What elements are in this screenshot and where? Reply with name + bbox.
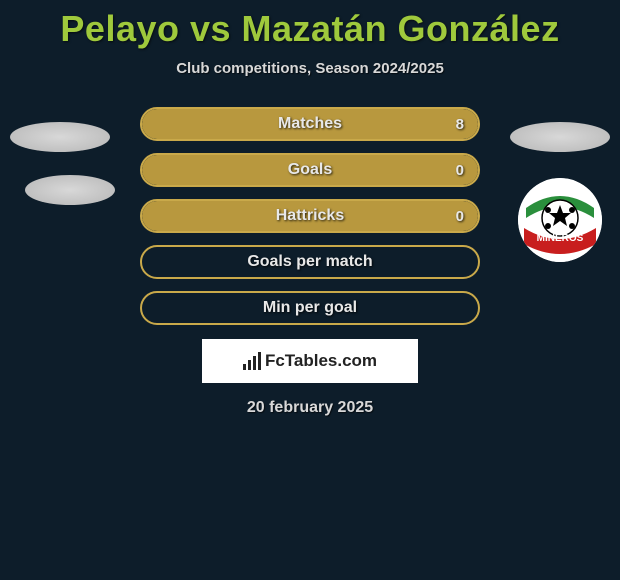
stat-value-right: 8 [456,116,464,133]
stat-row-hattricks: Hattricks 0 [140,199,480,233]
stat-row-matches: Matches 8 [140,107,480,141]
page-title: Pelayo vs Mazatán González [0,0,620,50]
subtitle: Club competitions, Season 2024/2025 [0,60,620,77]
stat-label: Goals [288,161,332,179]
stat-row-goals-per-match: Goals per match [140,245,480,279]
stat-row-goals: Goals 0 [140,153,480,187]
stat-label: Min per goal [263,299,357,317]
stat-value-right: 0 [456,208,464,225]
footer-brand[interactable]: FcTables.com [202,339,418,383]
stat-row-min-per-goal: Min per goal [140,291,480,325]
stat-label: Hattricks [276,207,344,225]
footer-date: 20 february 2025 [0,399,620,417]
footer-brand-text: FcTables.com [265,351,377,371]
stat-label: Matches [278,115,342,133]
stat-label: Goals per match [247,253,372,271]
stat-value-right: 0 [456,162,464,179]
stats-container: Matches 8 Goals 0 Hattricks 0 Goals per … [0,107,620,325]
bars-icon [243,352,261,370]
